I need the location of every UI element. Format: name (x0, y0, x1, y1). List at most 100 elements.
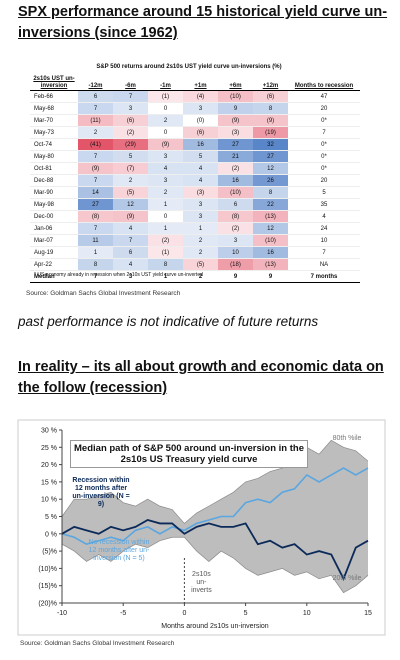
table-cell: (1) (148, 90, 183, 103)
column-header: -1m (148, 73, 183, 91)
table-cell: 7 (78, 174, 113, 187)
table-cell: 6 (113, 246, 148, 259)
table-cell: 9 (218, 270, 253, 283)
table-cell: 7 (113, 90, 148, 103)
table-cell: 5 (183, 150, 218, 163)
table-cell: (9) (148, 138, 183, 151)
y-tick-label: (5)% (42, 549, 57, 556)
table-cell: 7 (78, 150, 113, 163)
table-cell: (2) (148, 234, 183, 247)
table-cell: (13) (253, 258, 288, 271)
table-cell: Dec-00 (30, 210, 78, 223)
table-cell: 2 (148, 114, 183, 127)
table-cell: 0* (288, 138, 360, 151)
table-cell: 8 (253, 186, 288, 199)
series-label: 20th %ile (332, 575, 362, 582)
column-header: -12m (78, 73, 113, 91)
source: Source: Goldman Sachs Global Investment … (26, 290, 181, 297)
table-cell: (6) (113, 114, 148, 127)
heading: In reality – its all about growth and ec… (18, 359, 384, 396)
table-cell: 14 (78, 186, 113, 199)
table-cell: 1 (183, 222, 218, 235)
x-tick-label: -10 (57, 610, 67, 617)
table-cell: 7 (78, 222, 113, 235)
y-tick-label: 5 % (45, 514, 57, 521)
column-header: Months to recession (288, 73, 360, 91)
table-cell: (9) (218, 114, 253, 127)
table-cell: (13) (253, 210, 288, 223)
y-tick-label: 10 % (41, 497, 57, 504)
table-cell: (29) (113, 138, 148, 151)
series-label: 80th %ile (332, 435, 362, 442)
table-cell: 1 (148, 198, 183, 211)
table-cell: 24 (288, 222, 360, 235)
table-cell: 4 (113, 258, 148, 271)
table-row: Oct-74 (41) (29) (9) 16 27 32 0* (30, 138, 360, 151)
heading: SPX performance around 15 historical yie… (18, 4, 388, 41)
source: Source: Goldman Sachs Global Investment … (20, 640, 175, 647)
chart: 30 % 25 % 20 % 15 % 10 % 5 % 0 % (5)% (10)% (15)%… (0, 415, 400, 655)
table-cell: 8 (253, 102, 288, 115)
table-cell: (1) (148, 246, 183, 259)
table-cell: 7 (288, 126, 360, 139)
table-cell: (18) (218, 258, 253, 271)
table-cell: 4 (113, 222, 148, 235)
table-cell: 7 (288, 246, 360, 259)
table-cell: 1 (78, 246, 113, 259)
chart-svg: 30 % 25 % 20 % 15 % 10 % 5 % 0 % (5)% (10)% (15)%… (17, 419, 386, 636)
series-line (61, 518, 369, 581)
table-cell: 3 (148, 150, 183, 163)
table-cell: Apr-22 (30, 258, 78, 271)
annotation: 2s10s un-inverts (191, 571, 212, 594)
table-cell: Dec-88 (30, 174, 78, 187)
table-cell: (19) (253, 126, 288, 139)
column-header: 2s10s UST un-inversion (30, 73, 78, 91)
table-cell: 2 (148, 186, 183, 199)
table-cell: May-68 (30, 102, 78, 115)
table-cell: 12 (113, 198, 148, 211)
table-row: Apr-22 8 4 8 (5) (18) (13) NA (30, 258, 360, 271)
series-line (61, 536, 369, 594)
table-cell: 4 (148, 162, 183, 175)
y-tick-label: 30 % (41, 428, 57, 435)
y-tick-label: 25 % (41, 445, 57, 452)
table-cell: Feb-66 (30, 90, 78, 103)
table-cell: 3 (218, 234, 253, 247)
table-cell: (6) (253, 90, 288, 103)
table-cell: 12 (253, 222, 288, 235)
table-cell: 27 (253, 150, 288, 163)
y-tick-label: (15)% (38, 583, 57, 590)
x-tick-label: -5 (120, 610, 126, 617)
series-line (61, 467, 369, 546)
chart-frame (17, 419, 386, 636)
table-row: May-68 7 3 0 3 9 8 20 (30, 102, 360, 115)
table-cell: 3 (113, 102, 148, 115)
table-cell: (2) (218, 222, 253, 235)
table-cell: 11 (78, 234, 113, 247)
table-cell: 10 (288, 234, 360, 247)
table-row: Oct-81 (9) (7) 4 4 (2) 12 0* (30, 162, 360, 175)
series-label: No recession within 12 months after un-i… (88, 539, 150, 562)
table-cell: 3 (113, 270, 148, 283)
table-cell: (3) (183, 186, 218, 199)
table-row: Mar-70 (11) (6) 2 (0) (9) (9) 0* (30, 114, 360, 127)
table-cell: 16 (253, 246, 288, 259)
table-cell: 0* (288, 114, 360, 127)
table-cell: 27 (78, 198, 113, 211)
table-cell: 5 (288, 186, 360, 199)
table-row: Aug-19 1 6 (1) 2 10 16 7 (30, 246, 360, 259)
table-cell: (9) (253, 114, 288, 127)
table-cell: 21 (218, 150, 253, 163)
table-cell: Mar-70 (30, 114, 78, 127)
table-caption: S&P 500 returns around 2s10s UST yield c… (96, 64, 282, 70)
table-cell: 2 (183, 234, 218, 247)
table-cell: 3 (183, 210, 218, 223)
table-cell: Oct-74 (30, 138, 78, 151)
table-cell: 3 (148, 174, 183, 187)
table-cell: 2 (113, 174, 148, 187)
table-row: May-98 27 12 1 3 6 22 35 (30, 198, 360, 211)
table-cell: 4 (288, 210, 360, 223)
table-cell: 0* (288, 162, 360, 175)
table-row: May-80 7 5 3 5 21 27 0* (30, 150, 360, 163)
